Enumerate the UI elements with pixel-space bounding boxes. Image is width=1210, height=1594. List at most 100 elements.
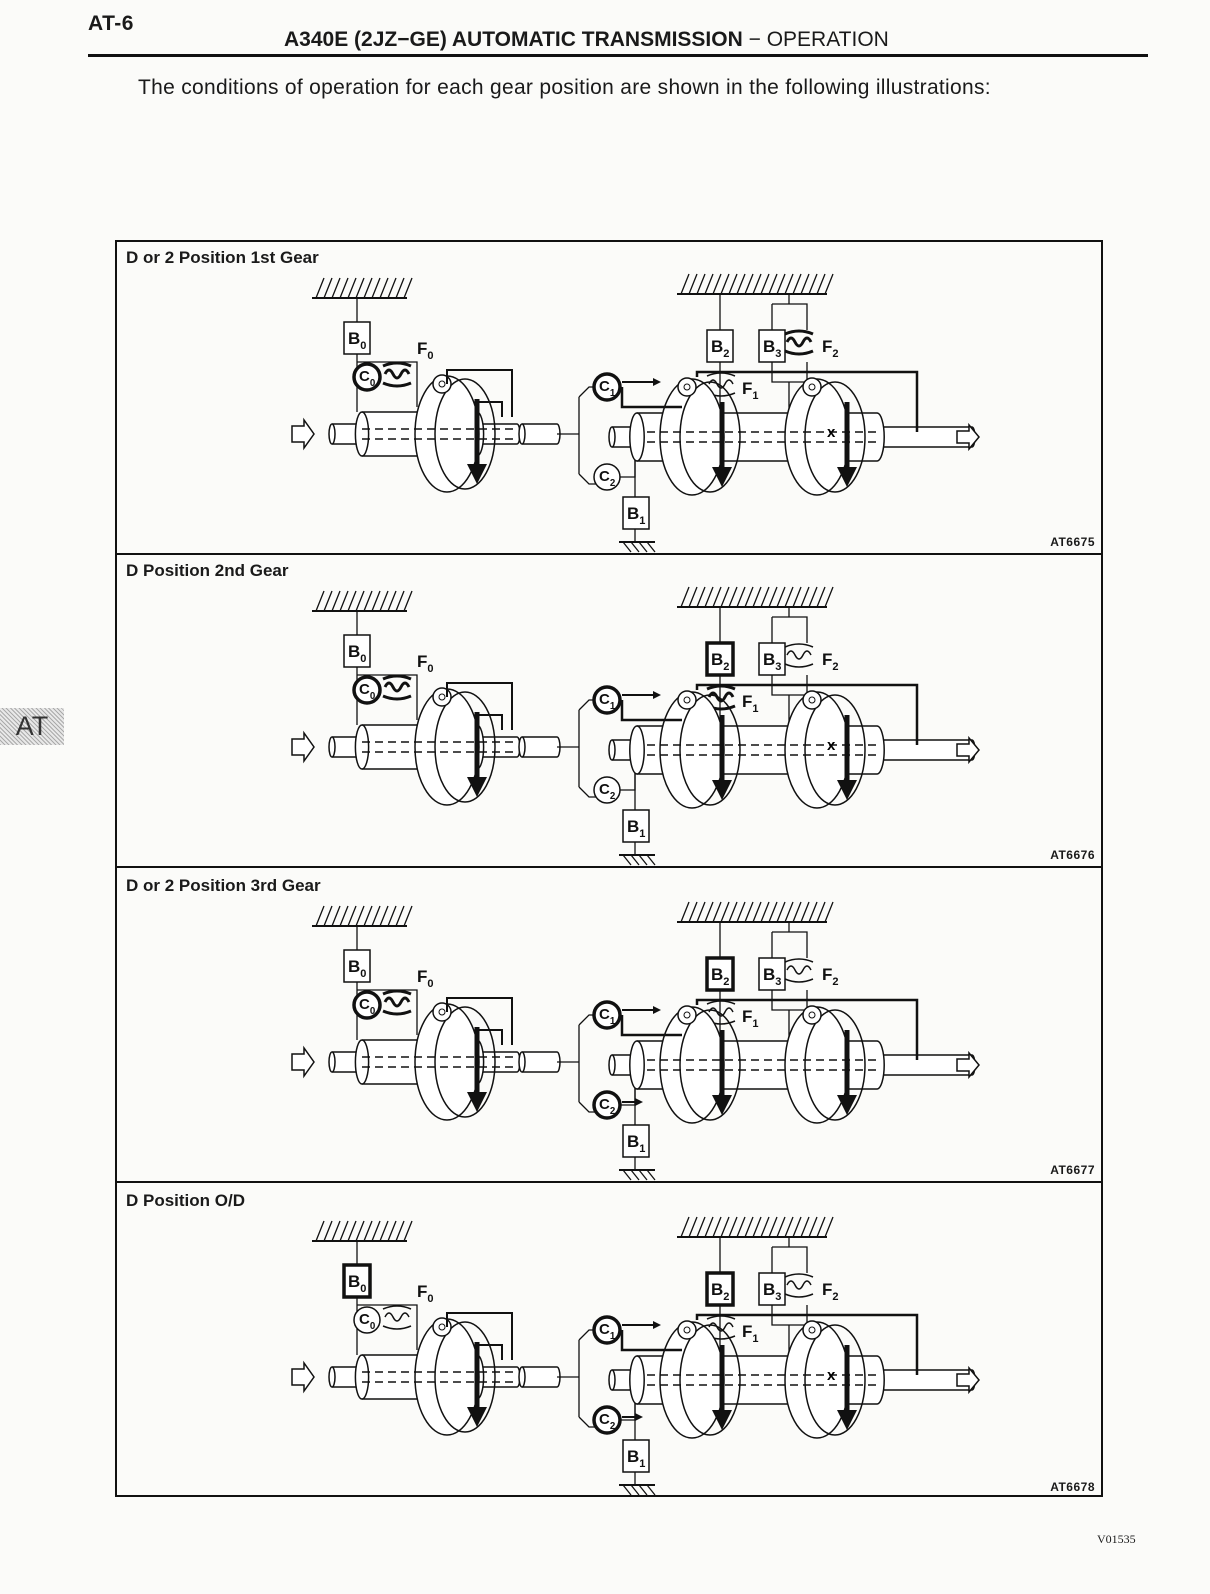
rear-planetary [784, 691, 850, 809]
ground-hatch [387, 905, 397, 927]
ground-hatch [744, 1216, 754, 1238]
pinion-gear [802, 1320, 822, 1340]
section-tab: AT [0, 708, 64, 745]
document-id: V01535 [1097, 1532, 1136, 1546]
sun-gear-drum-end [629, 1040, 645, 1090]
label-letter: C [599, 781, 610, 798]
ground-hatch [323, 1220, 333, 1242]
ground-hatch [808, 273, 818, 295]
label-f2: F2 [822, 1280, 839, 1303]
one-way-clutch-icon [784, 1273, 814, 1298]
label-letter: F [742, 692, 752, 711]
output-arrow-icon [956, 1050, 980, 1080]
label-c0: C0 [359, 681, 376, 702]
label-subscript: 0 [427, 1293, 433, 1305]
ground-hatch [315, 905, 325, 927]
overdrive-planetary-ring [434, 1006, 496, 1118]
rear-planetary [784, 378, 850, 496]
label-letter: F [742, 379, 752, 398]
ground-hatch [387, 590, 397, 612]
pinion-center [808, 696, 816, 704]
link [446, 997, 513, 1045]
rear-planetary-ring [804, 1009, 866, 1121]
lock-mark: x [827, 737, 836, 754]
page-number: AT-6 [88, 12, 134, 35]
label-f2: F2 [822, 650, 839, 673]
ground-hatch [622, 854, 632, 866]
ground-hatch [704, 273, 714, 295]
ground-hatch [792, 586, 802, 608]
overdrive-planetary [414, 1318, 480, 1436]
ground-hatch [331, 1220, 341, 1242]
ground-hatch [339, 1220, 349, 1242]
ground-hatch [696, 586, 706, 608]
ground-hatch [720, 901, 730, 923]
pinion-gear [802, 1005, 822, 1025]
clutch-c1 [592, 372, 622, 402]
label-b0: B0 [348, 1272, 366, 1295]
label-f2: F2 [822, 337, 839, 360]
ground-hatch [752, 901, 762, 923]
clutch-c0 [352, 675, 382, 705]
label-b3: B3 [763, 337, 781, 360]
ground-hatch [824, 586, 834, 608]
ground-hatch [808, 1216, 818, 1238]
label-subscript: 0 [360, 1283, 366, 1295]
ground-hatch [784, 586, 794, 608]
front-planetary-ring [679, 1009, 741, 1121]
label-subscript: 0 [360, 653, 366, 665]
intermediate-shaft-end [518, 1051, 526, 1073]
ground-hatch [630, 1484, 640, 1496]
label-letter: C [599, 1411, 610, 1428]
ground-hatch [768, 1216, 778, 1238]
label-letter: B [627, 1132, 639, 1151]
ground-hatch [363, 905, 373, 927]
label-letter: B [763, 965, 775, 984]
label-f2: F2 [822, 965, 839, 988]
ground-hatch [630, 854, 640, 866]
input-shaft-end [328, 736, 336, 758]
ground-hatch [646, 1484, 656, 1496]
brake-b3 [758, 957, 786, 991]
one-way-clutch-icon [382, 1305, 412, 1330]
ground-hatch [379, 1220, 389, 1242]
label-subscript: 2 [610, 1421, 616, 1432]
intermediate-shaft-end [518, 736, 526, 758]
ground-hatch [728, 586, 738, 608]
ground-hatch [331, 905, 341, 927]
ground-hatch [355, 905, 365, 927]
ground-hatch [816, 901, 826, 923]
ground-hatch [752, 1216, 762, 1238]
label-b1: B1 [627, 817, 645, 840]
intro-text: The conditions of operation for each gea… [138, 76, 991, 99]
label-letter: B [711, 337, 723, 356]
label-c1: C1 [599, 1321, 616, 1342]
ground-hatch [704, 586, 714, 608]
ground-hatch [323, 277, 333, 299]
ground-hatch [646, 541, 656, 553]
link [719, 607, 808, 643]
label-b1: B1 [627, 504, 645, 527]
ground-hatch [363, 277, 373, 299]
label-subscript: 0 [427, 350, 433, 362]
clutch-c1 [592, 685, 622, 715]
pinion-gear [677, 377, 697, 397]
brake-b1 [622, 809, 650, 843]
ground-hatch [760, 273, 770, 295]
ground-hatch [696, 1216, 706, 1238]
ground-hatch [696, 901, 706, 923]
panel-2nd-gear: D Position 2nd Gear B0 F0 C0 C1 C2 B1 B2 B3 F2 F1… [117, 555, 1101, 868]
label-letter: B [627, 817, 639, 836]
ground-hatch [680, 273, 690, 295]
ground-hatch [347, 277, 357, 299]
label-letter: B [711, 1280, 723, 1299]
label-f0: F0 [417, 652, 434, 675]
ground-hatch [379, 590, 389, 612]
ground-hatch [816, 586, 826, 608]
ground-hatch [688, 273, 698, 295]
ground-hatch [824, 901, 834, 923]
label-letter: F [417, 1282, 427, 1301]
label-letter: C [599, 1096, 610, 1113]
